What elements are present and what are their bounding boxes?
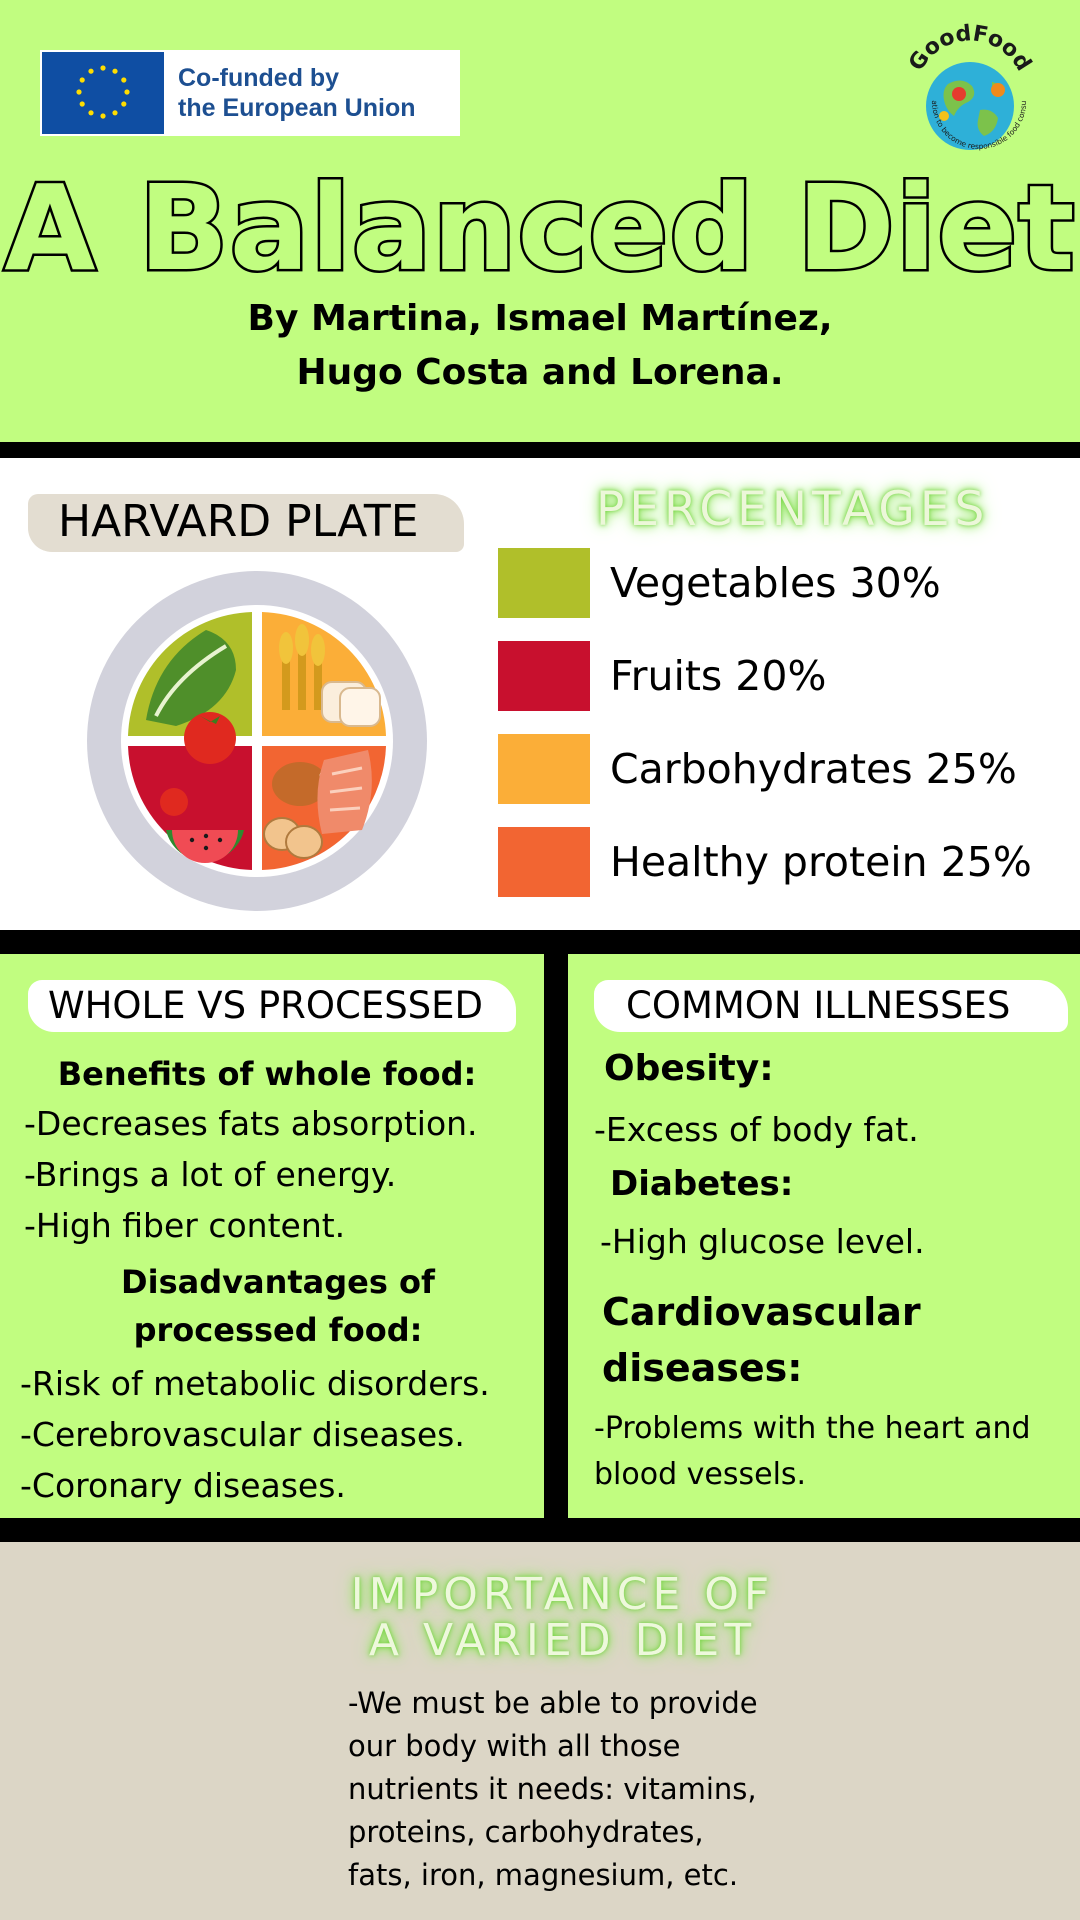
- authors-line1: By Martina, Ismael Martínez,: [247, 298, 833, 339]
- swatch-fruits: [498, 641, 590, 711]
- importance-text-line: -We must be able to provide: [348, 1686, 758, 1720]
- disadvantage-item: -Coronary diseases.: [20, 1466, 346, 1505]
- legend-label: Fruits 20%: [610, 652, 827, 700]
- common-illnesses-heading: COMMON ILLNESSES: [626, 984, 1011, 1027]
- cardiovascular-title-line2: diseases:: [602, 1346, 803, 1390]
- authors-line2: Hugo Costa and Lorena.: [296, 352, 784, 393]
- legend-item-vegetables: Vegetables 30%: [498, 548, 1058, 618]
- authors: By Martina, Ismael Martínez, Hugo Costa …: [0, 292, 1080, 400]
- cardiovascular-desc: -Problems with the heart and blood vesse…: [594, 1406, 1031, 1498]
- importance-heading-line2: A VARIED DIET: [368, 1615, 757, 1666]
- importance-text-line: our body with all those: [348, 1729, 681, 1763]
- divider-bar: [0, 930, 1080, 954]
- swatch-protein: [498, 827, 590, 897]
- salmon-icon: [317, 750, 372, 834]
- header: Co-funded by the European Union GoodFood…: [0, 0, 1080, 442]
- whole-vs-processed-section: WHOLE VS PROCESSED Benefits of whole foo…: [0, 954, 544, 1518]
- tomato-icon: [184, 712, 236, 764]
- harvard-plate-illustration: [87, 571, 427, 911]
- apple-icon: [160, 788, 188, 816]
- cardiovascular-desc-line1: -Problems with the heart and: [594, 1411, 1031, 1446]
- importance-heading-line1: IMPORTANCE OF: [350, 1569, 775, 1620]
- swatch-vegetables: [498, 548, 590, 618]
- eu-flag-icon: [42, 52, 164, 134]
- common-illnesses-section: COMMON ILLNESSES Obesity: -Excess of bod…: [568, 954, 1080, 1518]
- cardiovascular-title-line1: Cardiovascular: [602, 1290, 921, 1334]
- importance-text-line: nutrients it needs: vitamins,: [348, 1772, 757, 1806]
- disadvantages-title-line1: Disadvantages of: [121, 1263, 435, 1301]
- harvard-plate-heading: HARVARD PLATE: [58, 496, 419, 547]
- eu-badge-line1: Co-funded by: [178, 64, 340, 92]
- legend-label: Carbohydrates 25%: [610, 745, 1017, 793]
- eu-badge-text: Co-funded by the European Union: [178, 63, 416, 123]
- cardiovascular-title: Cardiovascular diseases:: [602, 1284, 921, 1396]
- diabetes-desc: -High glucose level.: [600, 1222, 925, 1261]
- wheat-icon: [279, 624, 325, 710]
- disadvantage-item: -Risk of metabolic disorders.: [20, 1364, 490, 1403]
- goodfood-logo: GoodFood Education to become responsible…: [892, 11, 1044, 166]
- eu-cofunded-badge: Co-funded by the European Union: [40, 50, 460, 136]
- importance-heading: IMPORTANCE OF A VARIED DIET: [0, 1572, 1080, 1664]
- benefit-item: -Decreases fats absorption.: [24, 1104, 478, 1143]
- importance-text-line: fats, iron, magnesium, etc.: [348, 1858, 739, 1892]
- diabetes-title: Diabetes:: [610, 1164, 794, 1204]
- harvard-plate-section: HARVARD PLATE PERCENTAGES: [0, 458, 1080, 930]
- divider-bar: [0, 442, 1080, 458]
- benefits-title: Benefits of whole food:: [57, 1055, 477, 1093]
- heading-brush: [28, 494, 464, 552]
- heading-brush: [28, 980, 516, 1032]
- disadvantages-title: Disadvantages of processed food:: [0, 1258, 556, 1354]
- cardiovascular-desc-line2: blood vessels.: [594, 1457, 807, 1492]
- importance-text: -We must be able to provide our body wit…: [348, 1682, 818, 1897]
- whole-vs-processed-heading: WHOLE VS PROCESSED: [48, 984, 484, 1027]
- swatch-carbohydrates: [498, 734, 590, 804]
- bread-icon: [321, 681, 381, 727]
- legend-label: Vegetables 30%: [610, 559, 941, 607]
- benefit-item: -Brings a lot of energy.: [24, 1155, 397, 1194]
- lettuce-icon: [146, 630, 236, 726]
- page-title: A Balanced Diet: [2, 157, 1077, 300]
- column-separator: [544, 954, 568, 1518]
- obesity-desc: -Excess of body fat.: [594, 1110, 919, 1149]
- legend-item-carbohydrates: Carbohydrates 25%: [498, 734, 1058, 804]
- heading-brush: [594, 980, 1068, 1032]
- disadvantages-title-line2: processed food:: [133, 1311, 423, 1349]
- disadvantage-item: -Cerebrovascular diseases.: [20, 1415, 465, 1454]
- divider-bar: [0, 1518, 1080, 1542]
- eu-badge-line2: the European Union: [178, 94, 416, 122]
- obesity-title: Obesity:: [604, 1048, 774, 1089]
- importance-section: IMPORTANCE OF A VARIED DIET -We must be …: [0, 1542, 1080, 1920]
- importance-text-line: proteins, carbohydrates,: [348, 1815, 704, 1849]
- benefit-item: -High fiber content.: [24, 1206, 346, 1245]
- legend-item-protein: Healthy protein 25%: [498, 827, 1058, 897]
- legend-label: Healthy protein 25%: [610, 838, 1032, 886]
- legend-item-fruits: Fruits 20%: [498, 641, 1058, 711]
- eggs-icon: [263, 817, 323, 859]
- percentages-heading: PERCENTAGES: [596, 482, 990, 537]
